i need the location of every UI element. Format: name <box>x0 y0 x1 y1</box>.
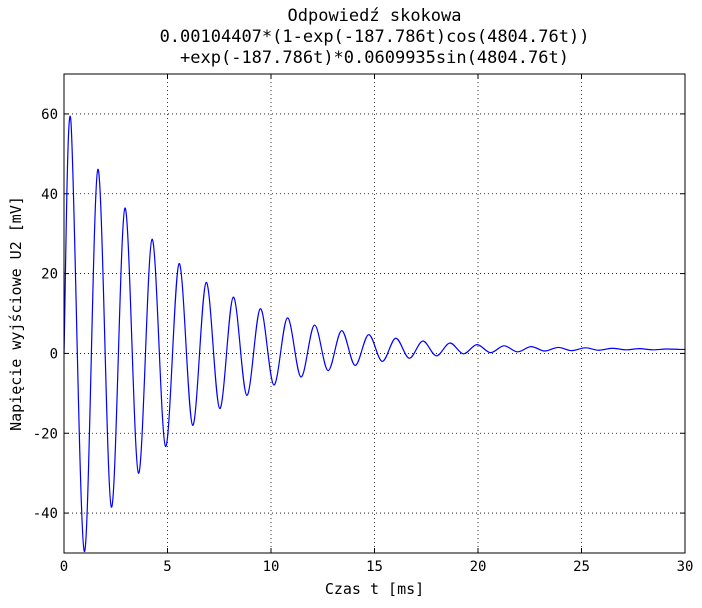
chart-title-main: Odpowiedź skokowa <box>287 6 462 26</box>
x-tick-label: 15 <box>366 559 383 575</box>
x-tick-label: 0 <box>60 559 68 575</box>
y-axis-label: Napięcie wyjściowe U2 [mV] <box>7 196 25 431</box>
x-tick-label: 30 <box>677 559 694 575</box>
y-tick-label: 0 <box>50 346 58 362</box>
chart-subtitle-line-1: 0.00104407*(1-exp(-187.786t)cos(4804.76t… <box>159 27 590 47</box>
chart-title: Odpowiedź skokowa 0.00104407*(1-exp(-187… <box>64 6 685 69</box>
x-tick-label: 25 <box>573 559 590 575</box>
x-tick-label: 10 <box>263 559 280 575</box>
series-layer <box>63 115 686 553</box>
x-axis-label: Czas t [ms] <box>325 580 424 598</box>
y-tick-label: -40 <box>33 506 58 522</box>
y-tick-label: 20 <box>41 267 58 283</box>
plot-frame <box>63 73 686 554</box>
x-tick-label: 20 <box>470 559 487 575</box>
y-tick-label: 60 <box>41 107 58 123</box>
tick-labels: 0 5 10 15 20 25 30 -40 -20 0 20 40 60 <box>33 107 694 575</box>
x-tick-label: 5 <box>163 559 171 575</box>
y-tick-label: -20 <box>33 426 58 442</box>
chart-subtitle-line-2: +exp(-187.786t)*0.0609935sin(4804.76t) <box>180 48 569 68</box>
series-line <box>63 115 686 553</box>
y-tick-label: 40 <box>41 187 58 203</box>
